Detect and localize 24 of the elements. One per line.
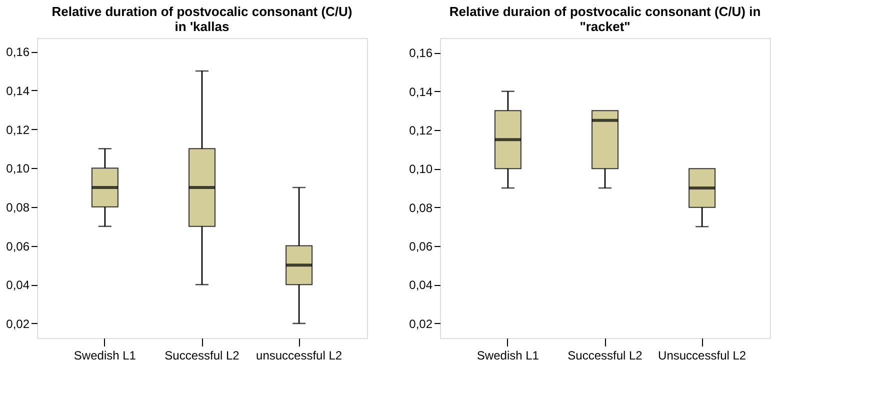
x-tick-label: Swedish L1 [74, 348, 136, 362]
y-tick-label: 0,04 [6, 278, 30, 292]
x-tick-label: Successful L2 [568, 348, 643, 362]
y-tick-label: 0,02 [409, 316, 433, 331]
y-tick-label: 0,04 [409, 278, 433, 292]
y-tick-label: 0,10 [409, 162, 433, 176]
chart-title: Relative duration of postvocalic consonant (C/U) in 'kallas [52, 4, 352, 34]
y-tick-label: 0,16 [409, 46, 433, 60]
y-tick-label: 0,12 [6, 122, 30, 137]
y-tick-label: 0,06 [409, 239, 433, 254]
y-tick-label: 0,10 [6, 162, 30, 176]
y-tick-label: 0,16 [6, 45, 30, 60]
chart-title: Relative duraion of postvocalic consonant (C/U) in "racket" [449, 4, 761, 34]
y-tick-label: 0,02 [6, 316, 30, 331]
y-tick-label: 0,14 [409, 84, 433, 99]
x-tick-label: Swedish L1 [476, 348, 540, 362]
y-tick-label: 0,12 [409, 124, 433, 138]
x-tick-label: unsuccessful L2 [256, 348, 342, 362]
y-tick-label: 0,08 [6, 200, 30, 214]
x-tick-label: Unsuccessful L2 [658, 348, 746, 362]
y-tick-label: 0,14 [6, 84, 30, 98]
x-tick-label: Successful L2 [164, 348, 240, 362]
y-tick-label: 0,08 [409, 200, 433, 215]
y-tick-label: 0,06 [6, 239, 30, 254]
